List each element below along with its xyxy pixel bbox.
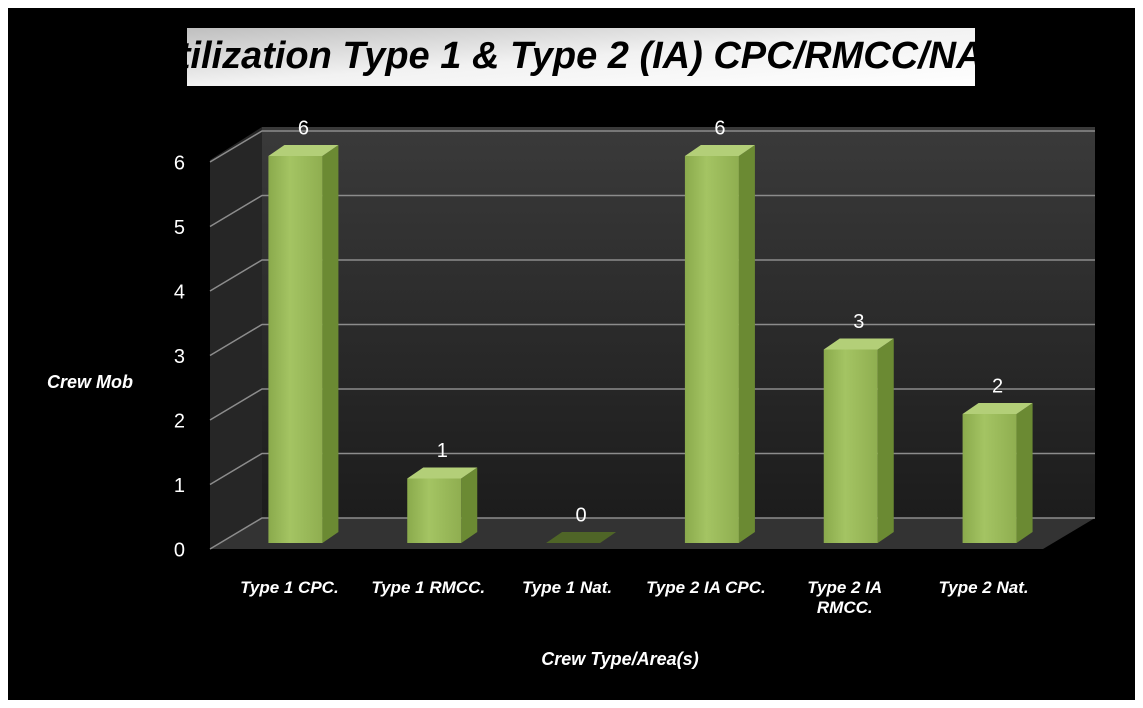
floor xyxy=(210,518,1095,549)
grid-line xyxy=(209,259,1095,292)
grid-line xyxy=(209,388,1095,421)
bar-top xyxy=(407,467,478,479)
data-label: 2 xyxy=(992,375,1003,397)
data-label: 1 xyxy=(437,440,448,462)
bar-side xyxy=(322,145,339,543)
data-label: 3 xyxy=(853,311,864,333)
data-label: 6 xyxy=(714,117,725,139)
bar-front xyxy=(962,414,1017,543)
y-axis-label: Crew Mob xyxy=(47,372,133,392)
bar xyxy=(823,338,894,543)
bar-top xyxy=(268,145,339,156)
bar xyxy=(684,145,755,543)
bar xyxy=(962,403,1033,543)
x-tick-label: Type 1 Nat. xyxy=(522,578,613,597)
y-tick-label: 2 xyxy=(174,410,185,432)
data-label: 0 xyxy=(576,504,587,526)
bar-front xyxy=(684,156,739,543)
walls xyxy=(210,127,1095,549)
y-tick-label: 1 xyxy=(174,475,185,497)
bar-side xyxy=(461,467,478,543)
x-tick-label: Type 2 IA RMCC. xyxy=(807,578,883,617)
y-tick-label: 5 xyxy=(174,217,185,239)
bar-side xyxy=(1016,403,1033,543)
chart-title: Utilization Type 1 & Type 2 (IA) CPC/RMC… xyxy=(150,35,1011,77)
title-box xyxy=(187,28,975,86)
grid-line xyxy=(209,323,1095,357)
bar-top xyxy=(823,338,894,350)
data-label: 6 xyxy=(298,117,309,139)
y-tick-label: 0 xyxy=(174,539,185,561)
y-tick-label: 6 xyxy=(174,152,185,174)
bar-front xyxy=(823,349,878,543)
bar-top xyxy=(684,145,755,156)
grid-line xyxy=(209,130,1095,163)
bar xyxy=(268,145,339,543)
grid-line xyxy=(209,517,1095,550)
x-axis-label: Crew Type/Area(s) xyxy=(541,649,698,669)
x-tick-label: Type 1 CPC. xyxy=(240,578,339,597)
bar-front xyxy=(407,478,462,543)
x-tick-label: Type 2 IA CPC. xyxy=(646,578,766,597)
bar-top xyxy=(962,403,1033,414)
x-tick-label: Type 2 Nat. xyxy=(938,578,1029,597)
x-tick-label: Type 1 RMCC. xyxy=(371,578,486,597)
grid-line xyxy=(209,452,1095,486)
grid-line xyxy=(209,194,1095,228)
bar-top xyxy=(546,532,617,543)
bar-side xyxy=(738,145,755,543)
y-tick-label: 3 xyxy=(174,346,185,368)
bar-front xyxy=(268,156,323,543)
bar xyxy=(407,467,478,543)
side-wall xyxy=(210,127,262,549)
bar-side xyxy=(877,338,894,543)
bar xyxy=(546,532,617,543)
y-tick-label: 4 xyxy=(174,281,185,303)
